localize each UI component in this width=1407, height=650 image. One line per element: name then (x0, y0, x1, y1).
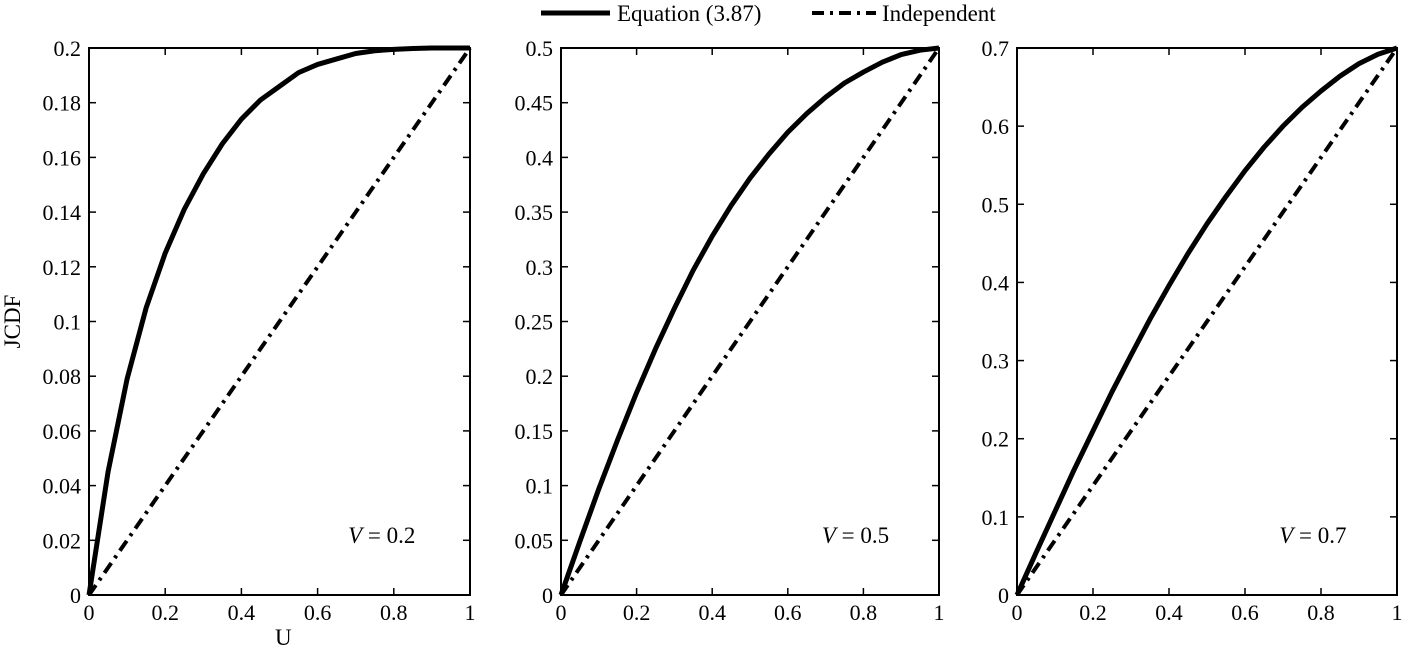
legend-label-equation: Equation (3.87) (617, 1, 761, 26)
x-tick-label: 0.4 (228, 600, 256, 625)
y-tick-label: 0.4 (982, 270, 1010, 295)
x-tick-label: 0.6 (774, 600, 802, 625)
y-tick-label: 0.3 (982, 349, 1010, 374)
y-axis-title: JCDF (0, 295, 25, 349)
x-tick-label: 0.4 (698, 600, 726, 625)
series-line-independent (559, 46, 941, 597)
legend: Equation (3.87) Independent (541, 1, 996, 26)
x-axis-title: U (275, 625, 292, 650)
chart-panels: 0 0.2 0.4 0.6 0.8 1 0 0.02 0.04 0.06 0.08 0.1 0.12 0.… (0, 36, 1403, 650)
annotation-operator: = (362, 523, 386, 548)
x-tick-label: 0 (84, 600, 95, 625)
y-tick-label: 0.15 (515, 419, 554, 444)
annotation-variable: V (1279, 523, 1296, 548)
x-tick-label: 0.4 (1155, 600, 1183, 625)
y-tick-label: 0.16 (43, 145, 82, 170)
y-tick-label: 0.3 (526, 255, 554, 280)
series-line-equation (1014, 45, 1398, 597)
y-tick-label: 0.1 (982, 505, 1010, 530)
chart-panel-1: 0 0.2 0.4 0.6 0.8 1 0 0.02 0.04 0.06 0.08 0.1 0.12 0.… (0, 36, 476, 650)
annotation-value: 0.2 (387, 523, 416, 548)
annotation-value: 0.5 (860, 523, 889, 548)
panel-annotation: V = 0.2 (348, 523, 415, 548)
y-tick-label: 0.5 (982, 192, 1010, 217)
y-tick-label: 0 (542, 583, 553, 608)
y-tick-label: 0.18 (43, 91, 82, 116)
y-tick-label: 0.12 (43, 255, 82, 280)
y-tick-label: 0.02 (43, 528, 82, 553)
chart-panel-2: 0 0.2 0.4 0.6 0.8 1 0 0.05 0.1 0.15 0.2 0.25 0.3 0.35… (515, 36, 945, 625)
y-tick-label: 0.7 (982, 36, 1010, 61)
annotation-variable: V (822, 523, 839, 548)
y-tick-label: 0 (998, 583, 1009, 608)
x-tick-label: 1 (465, 600, 476, 625)
panel-annotation: V = 0.7 (1279, 523, 1346, 548)
x-tick-label: 0 (556, 600, 567, 625)
annotation-value: 0.7 (1318, 523, 1347, 548)
series-line-independent (87, 46, 472, 597)
y-tick-label: 0 (70, 583, 81, 608)
annotation-operator: = (1293, 523, 1317, 548)
y-tick-label: 0.06 (43, 419, 82, 444)
y-tick-label: 0.2 (526, 364, 554, 389)
x-tick-label: 0.2 (623, 600, 651, 625)
y-tick-label: 0.6 (982, 114, 1010, 139)
x-tick-label: 0.8 (380, 600, 408, 625)
legend-label-independent: Independent (882, 1, 996, 26)
x-tick-label: 0.2 (1079, 600, 1107, 625)
y-tick-label: 0.08 (43, 364, 82, 389)
annotation-operator: = (836, 523, 860, 548)
y-tick-label: 0.45 (515, 91, 554, 116)
x-tick-label: 0.6 (1231, 600, 1259, 625)
y-tick-label: 0.35 (515, 200, 554, 225)
series-line-equation (86, 45, 470, 596)
x-tick-label: 0.2 (151, 600, 179, 625)
y-tick-label: 0.2 (54, 36, 82, 61)
y-tick-label: 0.14 (43, 200, 82, 225)
y-tick-label: 0.25 (515, 310, 554, 335)
annotation-variable: V (348, 523, 365, 548)
y-tick-label: 0.2 (982, 427, 1010, 452)
x-tick-label: 1 (934, 600, 945, 625)
x-tick-label: 0.6 (304, 600, 332, 625)
x-tick-label: 1 (1392, 600, 1403, 625)
series-line-independent (1015, 46, 1399, 597)
x-tick-label: 0.8 (1307, 600, 1335, 625)
x-tick-label: 0 (1012, 600, 1023, 625)
plot-frame (1016, 47, 1398, 596)
y-tick-label: 0.05 (515, 528, 554, 553)
y-tick-label: 0.4 (526, 145, 554, 170)
chart-panel-3: 0 0.2 0.4 0.6 0.8 100.10.20.30.40.50.60.7V = … (982, 36, 1403, 625)
y-tick-label: 0.1 (54, 310, 82, 335)
panel-annotation: V = 0.5 (822, 523, 889, 548)
y-tick-label: 0.1 (526, 474, 554, 499)
y-tick-label: 0.5 (526, 36, 554, 61)
x-tick-label: 0.8 (850, 600, 878, 625)
series-line-equation (558, 45, 940, 596)
y-tick-label: 0.04 (43, 474, 82, 499)
